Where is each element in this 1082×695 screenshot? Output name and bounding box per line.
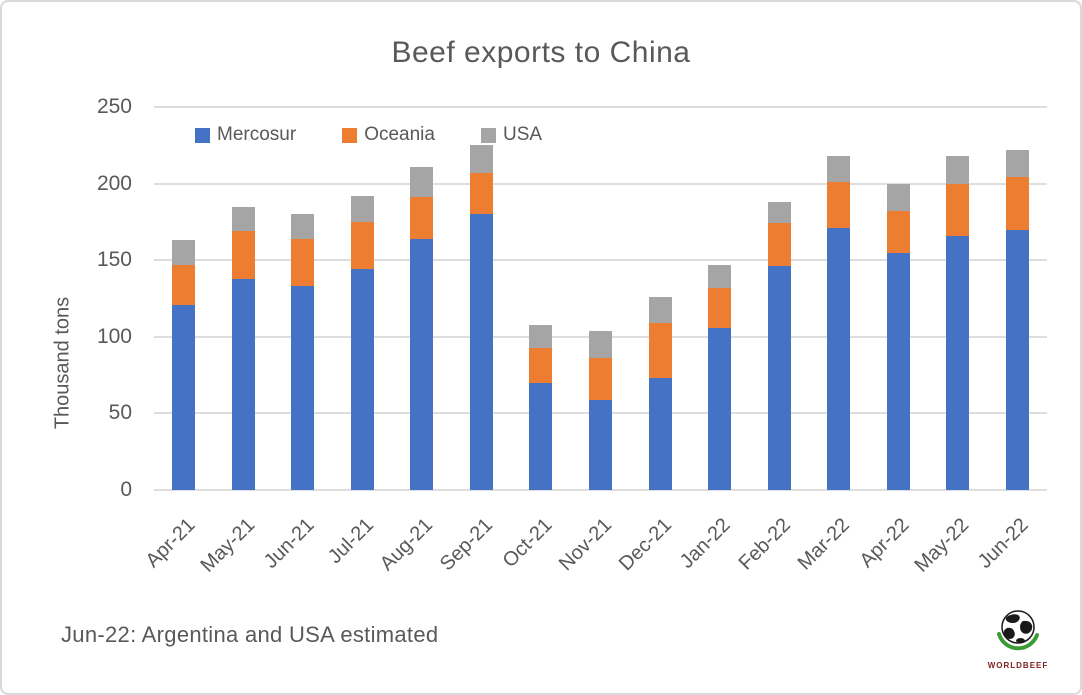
legend-swatch-usa bbox=[480, 127, 496, 143]
x-tick-label-May-22: May-22 bbox=[910, 514, 974, 577]
y-tick-label-200: 200 bbox=[96, 171, 132, 195]
x-tick-label-Jun-22: Jun-22 bbox=[973, 514, 1033, 573]
bar-segment-Jun-22-oceania bbox=[1005, 177, 1029, 230]
source-logo: WORLDBEEF bbox=[975, 608, 1061, 678]
bar-segment-Sep-21-mercosur bbox=[469, 214, 493, 490]
bar-segment-Apr-22-usa bbox=[886, 183, 910, 212]
x-tick-label-Dec-21: Dec-21 bbox=[614, 514, 676, 576]
bar-segment-Apr-21-usa bbox=[172, 240, 196, 265]
gridline-0 bbox=[154, 489, 1047, 491]
legend-item-oceania: Oceania bbox=[342, 124, 435, 146]
legend: Mercosur Oceania USA bbox=[195, 124, 542, 146]
bar-segment-Nov-21-mercosur bbox=[589, 399, 612, 490]
bar-segment-Nov-21-usa bbox=[589, 330, 612, 359]
gridline-150 bbox=[154, 259, 1047, 262]
gridline-200 bbox=[154, 182, 1047, 185]
bar-segment-Aug-21-oceania bbox=[410, 197, 434, 239]
bar-segment-Jul-21-mercosur bbox=[350, 269, 374, 490]
bar-segment-Dec-21-usa bbox=[648, 296, 672, 324]
legend-label-mercosur: Mercosur bbox=[217, 124, 297, 145]
bar-segment-Sep-21-usa bbox=[469, 145, 493, 173]
bar-segment-Jan-22-usa bbox=[708, 264, 732, 288]
x-tick-label-Sep-21: Sep-21 bbox=[435, 514, 497, 576]
bar-segment-Jan-22-mercosur bbox=[708, 327, 732, 490]
x-tick-label-Aug-21: Aug-21 bbox=[376, 514, 438, 576]
logo-text: WORLDBEEF bbox=[987, 661, 1049, 670]
globe-icon bbox=[997, 610, 1039, 651]
x-tick-label-Jul-21: Jul-21 bbox=[323, 514, 378, 569]
x-tick-label-Apr-21: Apr-21 bbox=[141, 514, 200, 573]
legend-label-usa: USA bbox=[502, 124, 543, 145]
bar-segment-Apr-22-oceania bbox=[886, 211, 910, 253]
bar-segment-Jun-22-mercosur bbox=[1005, 229, 1029, 490]
bar-segment-Mar-22-mercosur bbox=[827, 228, 851, 490]
bar-segment-Oct-21-oceania bbox=[529, 347, 553, 383]
bar-segment-Oct-21-mercosur bbox=[529, 382, 553, 490]
bar-segment-Aug-21-usa bbox=[410, 166, 434, 198]
chart-title: Beef exports to China bbox=[391, 36, 691, 69]
legend-label-oceania: Oceania bbox=[364, 124, 435, 145]
x-tick-label-May-21: May-21 bbox=[196, 514, 259, 577]
y-tick-label-250: 250 bbox=[96, 95, 132, 118]
x-tick-label-Feb-22: Feb-22 bbox=[734, 514, 795, 575]
footnote: Jun-22: Argentina and USA estimated bbox=[61, 622, 439, 647]
y-tick-label-100: 100 bbox=[96, 324, 132, 348]
bar-segment-Oct-21-usa bbox=[529, 324, 553, 348]
x-tick-label-Mar-22: Mar-22 bbox=[793, 514, 855, 575]
bar-segment-Jul-21-usa bbox=[350, 195, 374, 222]
y-tick-label-150: 150 bbox=[96, 248, 132, 272]
x-tick-label-Nov-21: Nov-21 bbox=[554, 514, 617, 576]
bar-segment-Jan-22-oceania bbox=[708, 287, 732, 328]
bar-segment-Apr-21-mercosur bbox=[172, 304, 196, 490]
bar-segment-Mar-22-usa bbox=[827, 156, 851, 183]
bar-segment-Nov-21-oceania bbox=[589, 358, 612, 400]
bar-segment-Feb-22-mercosur bbox=[767, 266, 791, 490]
x-tick-label-Oct-21: Oct-21 bbox=[498, 514, 557, 573]
x-tick-label-Apr-22: Apr-22 bbox=[855, 514, 914, 573]
bar-segment-Sep-21-oceania bbox=[469, 172, 493, 215]
bar-segment-Jun-21-oceania bbox=[291, 238, 315, 287]
bar-segment-May-21-oceania bbox=[231, 231, 255, 279]
legend-item-mercosur: Mercosur bbox=[195, 124, 296, 146]
bar-segment-May-22-oceania bbox=[946, 183, 970, 236]
gridline-250 bbox=[154, 106, 1047, 108]
legend-swatch-oceania bbox=[342, 127, 358, 143]
y-tick-label-50: 50 bbox=[108, 401, 132, 425]
legend-swatch-mercosur bbox=[195, 127, 210, 143]
bar-segment-Apr-21-oceania bbox=[172, 264, 196, 305]
bar-segment-Mar-22-oceania bbox=[827, 182, 851, 229]
bar-segment-Jun-22-usa bbox=[1005, 149, 1029, 178]
bar-segment-Dec-21-oceania bbox=[648, 323, 672, 379]
x-tick-label-Jun-21: Jun-21 bbox=[259, 514, 319, 573]
bar-segment-May-21-mercosur bbox=[231, 278, 255, 490]
y-tick-label-0: 0 bbox=[120, 478, 132, 501]
bar-segment-Aug-21-mercosur bbox=[410, 238, 434, 490]
x-tick-label-Jan-22: Jan-22 bbox=[676, 514, 736, 573]
bar-segment-Dec-21-mercosur bbox=[648, 378, 672, 490]
bar-segment-Feb-22-oceania bbox=[767, 223, 791, 267]
plot-area bbox=[154, 106, 1047, 491]
y-axis-ticks: 0 50 100 150 200 250 bbox=[2, 2, 132, 693]
bar-segment-Jun-21-usa bbox=[291, 214, 315, 239]
bar-segment-May-21-usa bbox=[231, 206, 255, 232]
bar-segment-May-22-mercosur bbox=[946, 235, 970, 490]
legend-item-usa: USA bbox=[480, 124, 543, 146]
bar-segment-May-22-usa bbox=[946, 156, 970, 184]
bar-segment-Jun-21-mercosur bbox=[291, 286, 315, 490]
bar-segment-Apr-22-mercosur bbox=[886, 252, 910, 490]
bar-segment-Jul-21-oceania bbox=[350, 221, 374, 270]
bar-segment-Feb-22-usa bbox=[767, 202, 791, 224]
